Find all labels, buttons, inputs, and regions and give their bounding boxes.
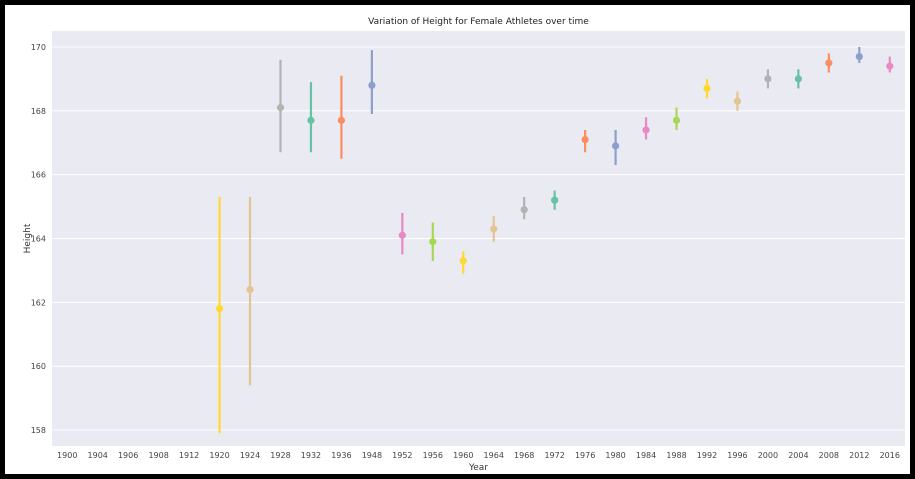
chart-frame: 158 160 162 164 166 168 170 1900 1904 1906 1908 19… xyxy=(5,5,910,474)
x-tick-label: 1904 xyxy=(88,451,108,460)
x-tick-label: 2004 xyxy=(788,451,808,460)
x-tick-label: 1908 xyxy=(148,451,168,460)
mean-point xyxy=(886,62,894,70)
x-tick-label: 1936 xyxy=(331,451,351,460)
mean-point xyxy=(672,116,681,124)
y-tick-label: 168 xyxy=(31,107,46,116)
x-tick-label: 1920 xyxy=(209,451,229,460)
x-axis-ticks: 1900 1904 1906 1908 1912 1920 1924 1928 1932 1936… xyxy=(57,451,900,460)
x-tick-label: 1956 xyxy=(423,451,443,460)
x-tick-label: 2012 xyxy=(849,451,869,460)
mean-point xyxy=(429,238,437,246)
mean-point xyxy=(337,116,346,124)
x-tick-label: 1928 xyxy=(270,451,290,460)
x-tick-label: 1988 xyxy=(666,451,686,460)
x-tick-label: 1984 xyxy=(636,451,656,460)
mean-point xyxy=(551,196,559,204)
x-tick-label: 1972 xyxy=(544,451,564,460)
data-marks xyxy=(215,46,894,434)
x-tick-label: 2000 xyxy=(758,451,778,460)
x-tick-label: 1948 xyxy=(362,451,382,460)
x-tick-label: 1968 xyxy=(514,451,534,460)
mean-point xyxy=(276,104,285,112)
x-tick-label: 2008 xyxy=(819,451,839,460)
y-tick-label: 166 xyxy=(31,171,46,180)
x-tick-label: 1924 xyxy=(240,451,260,460)
mean-point xyxy=(368,81,376,89)
mean-point xyxy=(215,305,224,313)
x-tick-label: 1952 xyxy=(392,451,412,460)
x-tick-label: 1932 xyxy=(301,451,321,460)
mean-point xyxy=(520,206,528,214)
mean-point xyxy=(490,225,498,233)
y-tick-label: 170 xyxy=(31,43,46,52)
mean-point xyxy=(459,257,467,265)
x-axis-label: Year xyxy=(468,463,488,473)
x-tick-label: 2016 xyxy=(880,451,900,460)
x-tick-label: 1960 xyxy=(453,451,473,460)
y-tick-label: 164 xyxy=(31,235,46,244)
x-tick-label: 1900 xyxy=(57,451,77,460)
gridlines xyxy=(52,46,905,431)
x-tick-label: 1996 xyxy=(727,451,747,460)
mean-point xyxy=(398,231,406,239)
mean-point xyxy=(825,59,833,67)
x-tick-label: 1976 xyxy=(575,451,595,460)
x-tick-label: 1992 xyxy=(697,451,717,460)
y-axis-ticks: 158 160 162 164 166 168 170 xyxy=(31,43,46,435)
x-tick-label: 1964 xyxy=(484,451,504,460)
y-tick-label: 162 xyxy=(31,298,46,307)
mean-point xyxy=(611,142,620,150)
mean-point xyxy=(703,84,711,93)
mean-point xyxy=(764,75,772,83)
y-tick-label: 160 xyxy=(31,362,46,371)
x-tick-label: 1912 xyxy=(179,451,199,460)
chart-title: Variation of Height for Female Athletes … xyxy=(368,17,589,27)
mean-point xyxy=(307,116,315,124)
mean-point xyxy=(733,97,742,105)
x-tick-label: 1906 xyxy=(118,451,138,460)
mean-point xyxy=(581,135,589,144)
x-tick-label: 1980 xyxy=(605,451,625,460)
y-tick-label: 158 xyxy=(31,426,46,435)
y-axis-label: Height xyxy=(23,223,33,253)
mean-point xyxy=(246,285,254,294)
mean-point xyxy=(855,52,863,61)
mean-point xyxy=(642,126,650,134)
mean-point xyxy=(794,75,802,83)
